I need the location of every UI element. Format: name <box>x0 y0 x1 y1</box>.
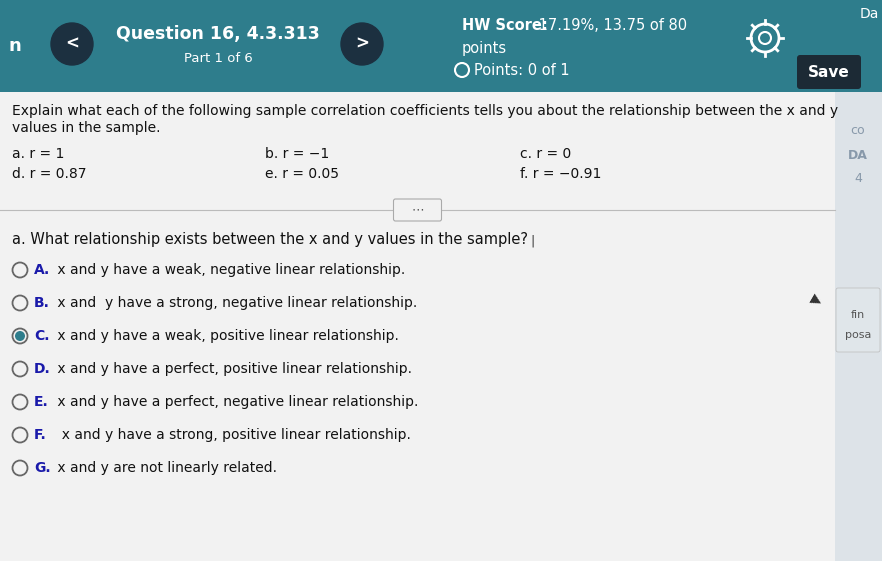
Text: C.: C. <box>34 329 49 343</box>
Circle shape <box>51 23 93 65</box>
Text: a. r = 1: a. r = 1 <box>12 147 64 161</box>
Text: B.: B. <box>34 296 50 310</box>
Bar <box>0 0 882 92</box>
Text: >: > <box>355 35 369 53</box>
Text: fin: fin <box>851 310 865 320</box>
Text: <: < <box>65 35 79 53</box>
Text: D.: D. <box>34 362 51 376</box>
Text: c. r = 0: c. r = 0 <box>520 147 572 161</box>
Text: b. r = −1: b. r = −1 <box>265 147 329 161</box>
Text: 4: 4 <box>854 172 862 185</box>
Text: f. r = −0.91: f. r = −0.91 <box>520 167 602 181</box>
Text: Question 16, 4.3.313: Question 16, 4.3.313 <box>116 25 320 43</box>
FancyBboxPatch shape <box>836 288 880 352</box>
Text: x and y have a perfect, positive linear relationship.: x and y have a perfect, positive linear … <box>53 362 412 376</box>
Text: x and y are not linearly related.: x and y are not linearly related. <box>53 461 277 475</box>
FancyBboxPatch shape <box>393 199 442 221</box>
Text: G.: G. <box>34 461 50 475</box>
Text: values in the sample.: values in the sample. <box>12 121 161 135</box>
Text: n: n <box>8 37 21 55</box>
Bar <box>835 92 882 561</box>
Text: ▶: ▶ <box>808 291 824 309</box>
Text: points: points <box>462 40 507 56</box>
Text: x and y have a weak, negative linear relationship.: x and y have a weak, negative linear rel… <box>53 263 405 277</box>
Text: x and  y have a strong, negative linear relationship.: x and y have a strong, negative linear r… <box>53 296 417 310</box>
Text: A.: A. <box>34 263 50 277</box>
Text: Part 1 of 6: Part 1 of 6 <box>183 52 252 65</box>
Text: co: co <box>850 123 865 136</box>
Text: e. r = 0.05: e. r = 0.05 <box>265 167 339 181</box>
FancyBboxPatch shape <box>797 55 861 89</box>
Text: Save: Save <box>808 65 850 80</box>
Text: DA: DA <box>848 149 868 162</box>
Text: F.: F. <box>34 428 47 442</box>
Text: Da: Da <box>860 7 879 21</box>
Text: ⋯: ⋯ <box>411 204 423 217</box>
Text: 17.19%, 13.75 of 80: 17.19%, 13.75 of 80 <box>534 17 687 33</box>
Text: posa: posa <box>845 330 871 340</box>
Text: Explain what each of the following sample correlation coefficients tells you abo: Explain what each of the following sampl… <box>12 104 838 118</box>
Text: d. r = 0.87: d. r = 0.87 <box>12 167 86 181</box>
Text: x and y have a weak, positive linear relationship.: x and y have a weak, positive linear rel… <box>53 329 399 343</box>
Text: a. What relationship exists between the x and y values in the sample?: a. What relationship exists between the … <box>12 232 528 247</box>
Text: x and y have a perfect, negative linear relationship.: x and y have a perfect, negative linear … <box>53 395 418 409</box>
Text: HW Score:: HW Score: <box>462 17 548 33</box>
Text: |: | <box>530 234 534 247</box>
Text: Points: 0 of 1: Points: 0 of 1 <box>474 62 570 77</box>
Circle shape <box>15 331 25 341</box>
Bar <box>0 92 835 561</box>
Circle shape <box>341 23 383 65</box>
Text: x and y have a strong, positive linear relationship.: x and y have a strong, positive linear r… <box>53 428 411 442</box>
Text: E.: E. <box>34 395 49 409</box>
